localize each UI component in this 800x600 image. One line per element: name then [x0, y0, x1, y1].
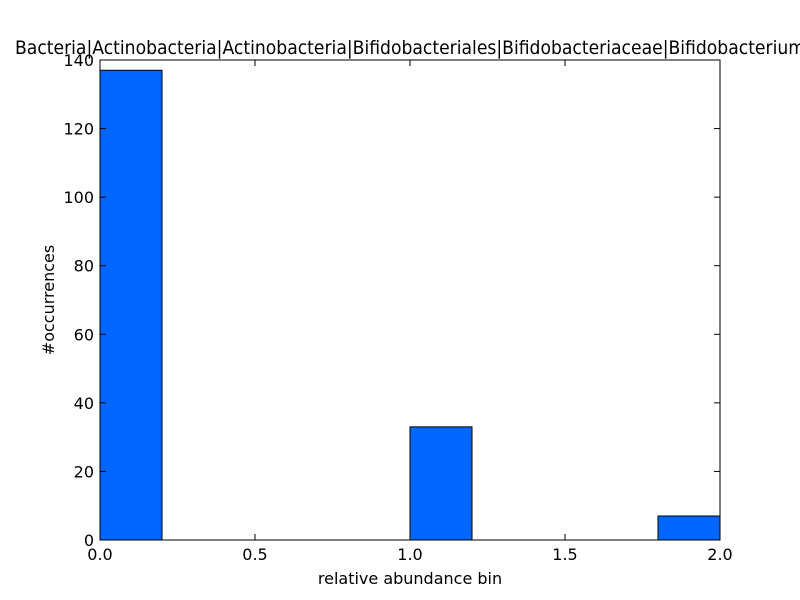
x-tick-label: 1.0 — [397, 545, 422, 564]
y-tick-label: 100 — [63, 188, 94, 207]
y-tick-label: 120 — [63, 120, 94, 139]
x-tick-label: 0.5 — [242, 545, 267, 564]
y-tick-label: 20 — [74, 462, 94, 481]
chart-title: Bacteria|Actinobacteria|Actinobacteria|B… — [15, 37, 800, 59]
y-tick-label: 80 — [74, 257, 94, 276]
bars-group — [99, 69, 721, 541]
x-axis: 0.0 0.5 1.0 1.5 2.0 — [87, 60, 733, 564]
y-tick-label: 40 — [74, 394, 94, 413]
y-tick-label: 0 — [84, 531, 94, 550]
y-axis: 0 20 40 60 80 100 120 140 — [63, 51, 720, 550]
histogram-bar-0 — [99, 69, 163, 541]
histogram-bar-9 — [657, 515, 721, 541]
histogram-bar-5 — [409, 426, 473, 541]
x-tick-label: 1.5 — [552, 545, 577, 564]
x-tick-label: 0.0 — [87, 545, 112, 564]
y-axis-label: #occurrences — [39, 245, 58, 355]
y-tick-label: 60 — [74, 325, 94, 344]
x-tick-label: 2.0 — [707, 545, 732, 564]
y-tick-label: 140 — [63, 51, 94, 70]
x-axis-label: relative abundance bin — [318, 569, 502, 588]
